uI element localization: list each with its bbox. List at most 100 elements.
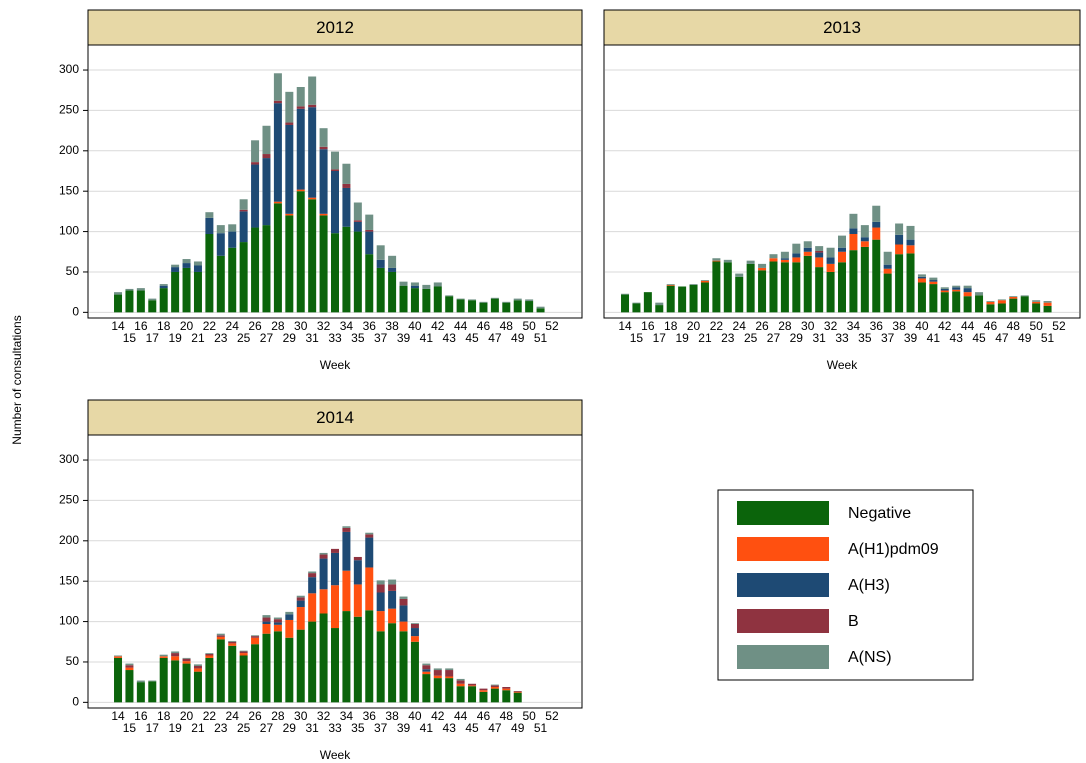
bar-segment bbox=[433, 678, 442, 703]
bar-segment bbox=[159, 657, 168, 703]
bar-segment bbox=[319, 552, 328, 555]
x-tick-label: 17 bbox=[653, 331, 667, 345]
bar-segment bbox=[273, 73, 282, 101]
bar-segment bbox=[388, 271, 397, 313]
bar-segment bbox=[929, 281, 938, 285]
bar-segment bbox=[365, 610, 374, 703]
bar-segment bbox=[1009, 296, 1018, 297]
bar-segment bbox=[422, 284, 431, 289]
bar-segment bbox=[216, 636, 225, 640]
bar-segment bbox=[940, 287, 949, 289]
bar-segment bbox=[1009, 297, 1018, 299]
bar-segment bbox=[388, 579, 397, 585]
bar-segment bbox=[239, 209, 248, 212]
bar-segment bbox=[456, 686, 465, 703]
bar-segment bbox=[171, 656, 180, 661]
bar-segment bbox=[296, 189, 305, 192]
bar-segment bbox=[388, 255, 397, 268]
bar-segment bbox=[148, 681, 157, 703]
bar-segment bbox=[193, 271, 202, 313]
bar-segment bbox=[479, 688, 488, 691]
x-tick-label: 40 bbox=[915, 319, 929, 333]
x-tick-label: 47 bbox=[488, 721, 502, 735]
bar-segment bbox=[410, 628, 419, 637]
bar-segment bbox=[296, 597, 305, 601]
bar-segment bbox=[319, 558, 328, 590]
bar-segment bbox=[148, 680, 157, 682]
x-tick-label: 18 bbox=[664, 319, 678, 333]
bar-segment bbox=[319, 589, 328, 614]
bar-segment bbox=[849, 234, 858, 251]
bar-segment bbox=[331, 552, 339, 586]
bar-segment bbox=[502, 690, 511, 703]
bar-segment bbox=[952, 287, 961, 290]
bar-segment bbox=[860, 225, 869, 238]
bar-segment bbox=[319, 128, 328, 147]
bar-segment bbox=[262, 633, 271, 703]
x-tick-label: 41 bbox=[420, 331, 434, 345]
bar-segment bbox=[171, 264, 180, 268]
bar-segment bbox=[159, 285, 168, 289]
bar-segment bbox=[125, 288, 134, 291]
bar-segment bbox=[815, 250, 824, 253]
bar-segment bbox=[308, 107, 317, 198]
bar-segment bbox=[205, 655, 214, 658]
x-tick-label: 35 bbox=[351, 331, 365, 345]
bar-segment bbox=[262, 158, 271, 226]
bar-segment bbox=[319, 554, 328, 559]
bar-segment bbox=[643, 292, 652, 313]
bar-segment bbox=[746, 260, 755, 264]
bar-segment bbox=[159, 654, 168, 657]
bar-segment bbox=[308, 104, 317, 108]
bar-segment bbox=[239, 242, 248, 313]
bar-segment bbox=[906, 245, 915, 254]
bar-segment bbox=[952, 291, 961, 313]
bar-segment bbox=[342, 570, 351, 612]
bar-segment bbox=[666, 284, 675, 285]
bar-segment bbox=[228, 231, 237, 248]
bar-segment bbox=[929, 280, 938, 282]
bar-segment bbox=[342, 531, 351, 571]
x-tick-label: 42 bbox=[431, 319, 445, 333]
bar-segment bbox=[940, 288, 949, 291]
bar-segment bbox=[986, 301, 995, 302]
bar-segment bbox=[399, 281, 408, 286]
bar-segment bbox=[803, 247, 812, 252]
bar-segment bbox=[1020, 296, 1029, 313]
bar-segment bbox=[780, 259, 789, 263]
y-tick-label: 50 bbox=[66, 264, 80, 278]
bar-segment bbox=[216, 233, 225, 256]
x-tick-label: 18 bbox=[157, 709, 171, 723]
bar-segment bbox=[666, 284, 675, 286]
x-tick-label: 23 bbox=[214, 721, 228, 735]
bar-segment bbox=[342, 163, 351, 184]
bar-segment bbox=[228, 224, 237, 232]
x-tick-label: 22 bbox=[203, 709, 217, 723]
panel-header bbox=[87, 399, 583, 436]
bar-segment bbox=[456, 678, 465, 681]
bar-segment bbox=[182, 657, 191, 659]
bar-segment bbox=[838, 251, 846, 263]
bar-segment bbox=[479, 690, 488, 692]
bar-segment bbox=[525, 301, 534, 313]
bar-segment bbox=[490, 688, 499, 703]
bar-segment bbox=[849, 213, 858, 229]
bar-segment bbox=[331, 233, 339, 313]
bar-segment bbox=[746, 263, 755, 313]
bar-segment bbox=[735, 276, 744, 313]
bar-segment bbox=[205, 212, 214, 218]
bar-segment bbox=[815, 246, 824, 251]
bar-segment bbox=[251, 644, 260, 703]
y-tick-label: 0 bbox=[72, 305, 79, 319]
bar-segment bbox=[171, 651, 180, 654]
bar-segment bbox=[422, 671, 431, 675]
bar-segment bbox=[388, 623, 397, 703]
bar-segment bbox=[433, 675, 442, 679]
x-tick-label: 36 bbox=[363, 319, 377, 333]
bar-segment bbox=[872, 239, 881, 313]
bar-segment bbox=[365, 567, 374, 611]
bar-segment bbox=[433, 282, 442, 287]
bar-segment bbox=[792, 262, 801, 313]
x-tick-label: 16 bbox=[641, 319, 655, 333]
bar-segment bbox=[193, 261, 202, 266]
